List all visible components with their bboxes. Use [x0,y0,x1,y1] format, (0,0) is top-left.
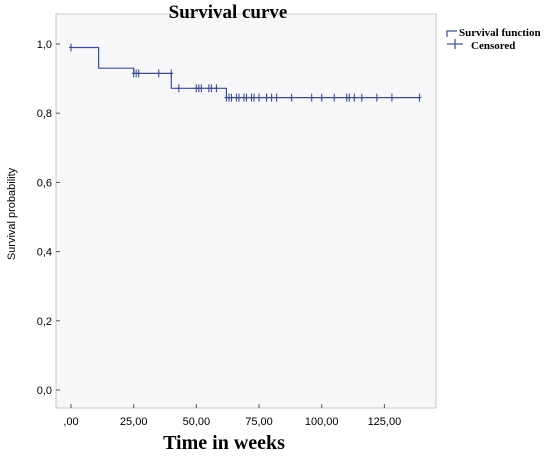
censored-mark [289,93,294,102]
chart-title: Survival curve [169,2,288,23]
legend: Survival function Censored [446,27,541,52]
x-axis-ticks: ,00 25,00 50,00 75,00 100,00 125,00 [63,404,401,428]
censored-mark [417,93,422,102]
y-tick-label: 0,6 [37,177,52,189]
x-tick-label: 25,00 [120,416,148,428]
censored-mark [176,84,181,93]
y-tick-label: 1,0 [37,39,52,51]
censored-mark [257,93,262,102]
censored-mark [169,69,174,78]
censored-mark [244,93,249,102]
censored-mark [319,93,324,102]
y-tick-label: 0,4 [37,247,52,259]
legend-censored-label: Censored [471,40,515,52]
censored-mark [309,93,314,102]
plot-frame [55,13,437,409]
x-tick-label: 100,00 [305,416,339,428]
x-tick-label: 125,00 [368,416,402,428]
censored-mark [332,93,337,102]
censored-mark [236,93,241,102]
censored-mark [229,93,234,102]
y-axis-ticks: 0,0 0,2 0,4 0,6 0,8 1,0 [37,39,60,397]
censored-mark [352,93,357,102]
censored-mark [359,93,364,102]
censored-mark [199,84,204,93]
legend-survival-swatch [446,30,457,37]
censored-mark [374,93,379,102]
censored-mark [252,93,257,102]
y-tick-label: 0,8 [37,108,52,120]
censored-mark [156,69,161,78]
x-tick-label: 75,00 [245,416,273,428]
y-tick-label: 0,0 [37,385,52,397]
censored-mark [274,93,279,102]
x-tick-label: 50,00 [183,416,211,428]
censored-mark [347,93,352,102]
censored-mark [389,93,394,102]
series-layer [69,43,422,102]
legend-survival-label: Survival function [459,27,541,39]
x-tick-label: ,00 [63,416,78,428]
y-tick-label: 0,2 [37,316,52,328]
y-axis-label: Survival probability [6,167,18,260]
censored-mark [69,43,73,52]
censored-mark [209,84,214,93]
censored-mark [264,93,269,102]
censored-mark [269,93,274,102]
x-axis-label: Time in weeks [163,432,285,454]
survival-function-line [71,46,420,99]
censored-mark [136,69,141,78]
censored-mark [214,84,219,93]
